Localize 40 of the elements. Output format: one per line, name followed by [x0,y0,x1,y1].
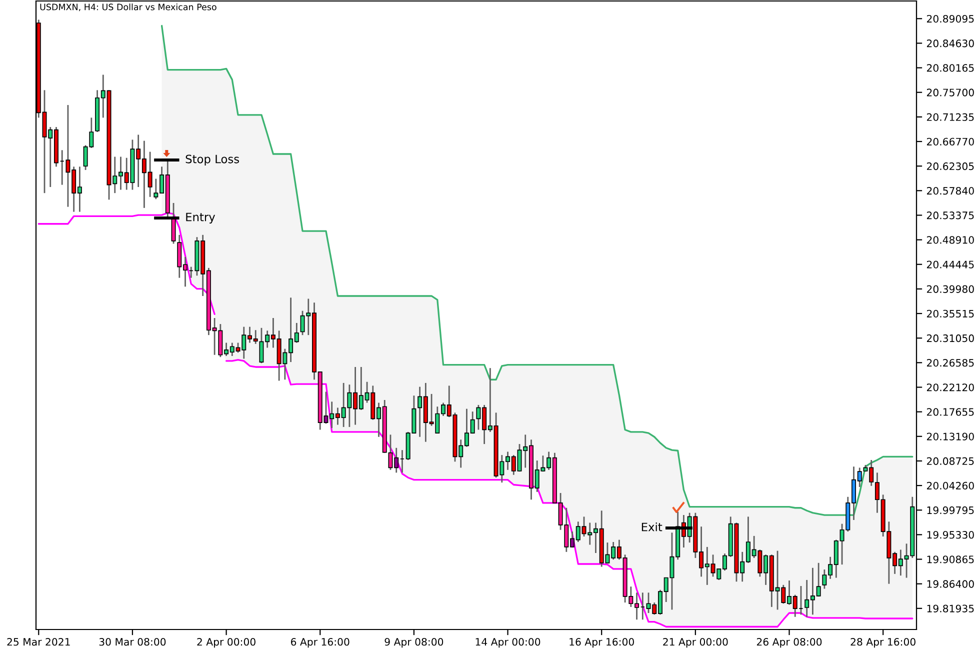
y-tick-label: 20.62305 [926,162,974,170]
y-tick-label: 20.13190 [926,432,974,440]
x-tick-label: 30 Mar 08:00 [99,638,166,646]
y-tick-label: 20.08725 [926,457,974,465]
y-tick-label: 20.17655 [926,408,974,416]
x-tick-label: 21 Apr 00:00 [663,638,728,648]
y-tick-label: 20.84630 [926,40,974,48]
x-tick-label: 26 Apr 08:00 [756,638,822,648]
y-tick-label: 19.86400 [927,580,974,588]
chart-title: USDMXN, H4: US Dollar vs Mexican Peso [40,4,216,12]
y-tick-label: 20.71235 [926,113,974,121]
annotation: Exit [642,522,662,532]
y-tick-label: 19.99795 [927,506,974,514]
y-tick-label: 20.57840 [926,186,974,195]
x-tick-label: 2 Apr 00:00 [197,638,256,648]
y-tick-label: 20.26585 [926,358,974,367]
y-tick-label: 19.95330 [927,531,974,539]
y-tick-label: 19.90865 [927,556,974,564]
y-tick-label: 20.53375 [926,212,974,220]
y-tick-label: 20.22120 [926,384,974,392]
y-tick-label: 20.39980 [926,285,974,293]
x-tick-label: 14 Apr 00:00 [476,638,540,648]
x-tick-label: 28 Apr 16:00 [850,638,916,648]
y-tick-label: 20.66770 [926,138,974,146]
y-tick-label: 20.48910 [926,236,974,244]
annotation: Entry [186,212,216,224]
y-tick-label: 20.44445 [926,260,974,268]
annotation: Stop Loss [186,154,240,166]
line-series [160,24,914,516]
x-tick-label: 9 Apr 08:00 [384,638,444,648]
y-tick-label: 20.75700 [926,88,974,96]
x-tick-label: 6 Apr 16:00 [291,638,350,648]
y-tick-label: 20.31050 [926,334,974,342]
x-tick-label: 16 Apr 16:00 [570,638,634,648]
x-tick-label: 25 Mar 2021 [7,638,70,646]
y-tick-label: 20.04260 [926,482,974,490]
y-tick-label: 19.81935 [927,604,974,612]
y-tick-label: 20.89095 [926,14,974,23]
y-tick-label: 20.80165 [926,64,974,72]
y-tick-label: 20.35515 [926,310,974,318]
